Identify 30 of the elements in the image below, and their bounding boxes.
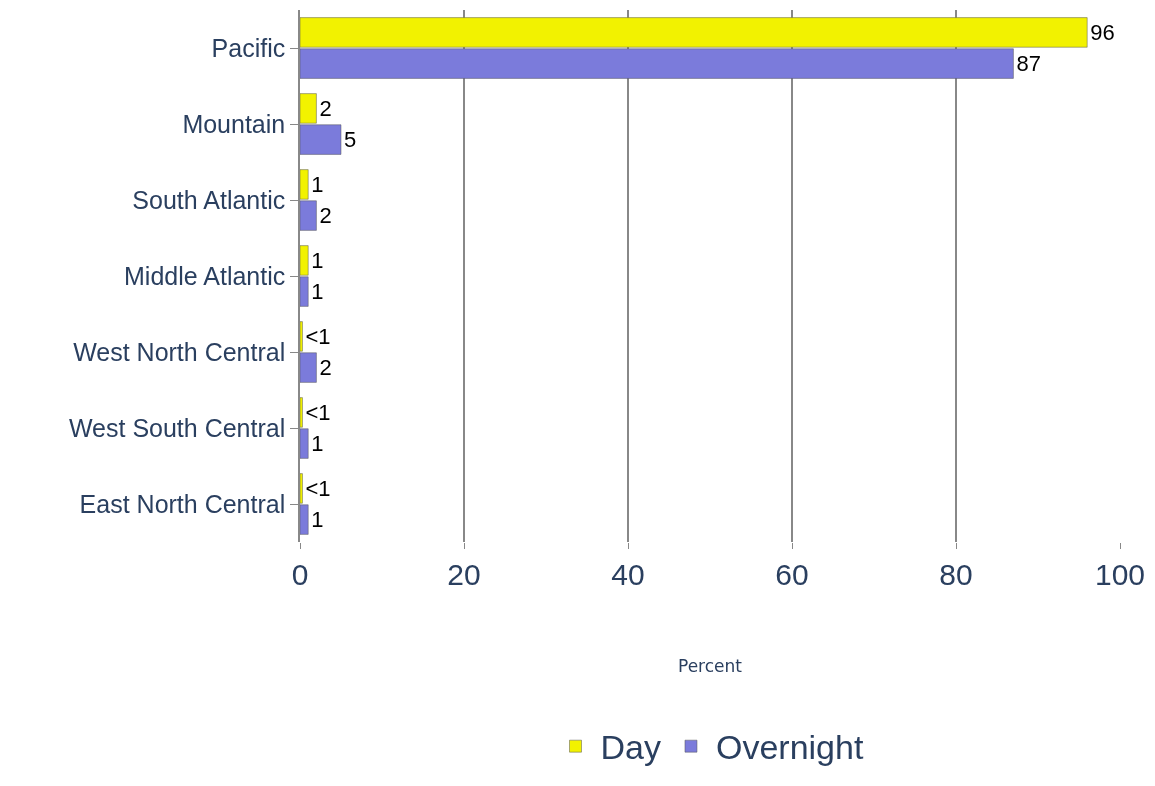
data-label: <1	[305, 323, 331, 349]
y-tick-label: Mountain	[182, 109, 286, 138]
data-label: 1	[311, 431, 324, 457]
data-label: 87	[1016, 51, 1041, 77]
legend-label: Overnight	[715, 728, 864, 767]
data-label: 2	[319, 355, 332, 381]
y-tick-label: West North Central	[73, 337, 286, 366]
data-label: 1	[311, 171, 324, 197]
data-label: 2	[319, 95, 332, 121]
y-tick-label: South Atlantic	[132, 185, 286, 214]
data-label: 96	[1090, 19, 1115, 45]
x-tick-label: 0	[291, 558, 309, 591]
data-label: <1	[305, 399, 331, 425]
y-tick-label: Pacific	[211, 33, 286, 62]
data-label: 1	[311, 247, 324, 273]
x-tick-label: 20	[447, 558, 481, 591]
data-label: 2	[319, 203, 332, 229]
x-axis-title: Percent	[678, 656, 743, 677]
data-label: 1	[311, 507, 324, 533]
data-label: 1	[311, 279, 324, 305]
data-label: <1	[305, 475, 331, 501]
y-tick-label: Middle Atlantic	[124, 261, 286, 290]
legend-label: Day	[600, 728, 661, 767]
y-tick-label: East North Central	[79, 489, 286, 518]
y-tick-label: West South Central	[68, 413, 286, 442]
x-tick-label: 80	[939, 558, 973, 591]
data-label: 5	[344, 127, 357, 153]
x-tick-label: 60	[775, 558, 809, 591]
x-tick-label: 100	[1094, 558, 1146, 591]
x-tick-label: 40	[611, 558, 645, 591]
